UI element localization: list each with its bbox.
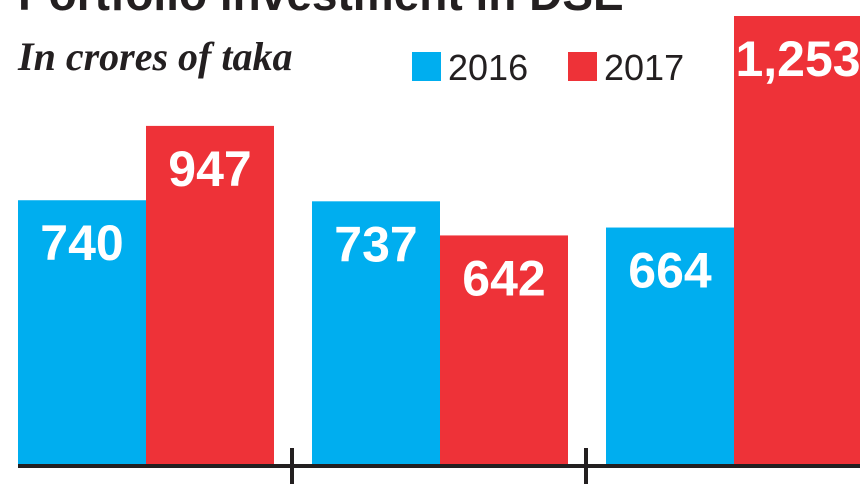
bar-2017-group-3: [734, 16, 860, 466]
chart-subtitle: In crores of taka: [17, 34, 292, 79]
legend-swatch-2016: [412, 52, 441, 81]
bar-2016-group-2: [312, 201, 440, 466]
bar-2017-group-1: [146, 125, 274, 467]
legend: 2016 2017: [412, 47, 684, 88]
value-label-2017-group-1: 947: [168, 141, 251, 197]
bars-layer: 740 737 664 947 642 1,253: [18, 16, 860, 467]
legend-label-2016: 2016: [448, 47, 528, 88]
legend-label-2017: 2017: [604, 47, 684, 88]
chart-title: Portfolio investment in DSE: [18, 0, 624, 20]
bar-2017-group-2: [440, 235, 568, 466]
value-label-2017-group-3: 1,253: [735, 31, 860, 87]
value-label-2016-group-1: 740: [40, 215, 123, 271]
bar-2016-group-1: [18, 200, 146, 466]
bar-2016-group-3: [606, 227, 734, 466]
value-label-2016-group-2: 737: [334, 216, 417, 272]
legend-swatch-2017: [568, 52, 597, 81]
x-axis: [18, 448, 860, 484]
value-label-2016-group-3: 664: [628, 243, 712, 299]
value-label-2017-group-2: 642: [462, 250, 545, 306]
